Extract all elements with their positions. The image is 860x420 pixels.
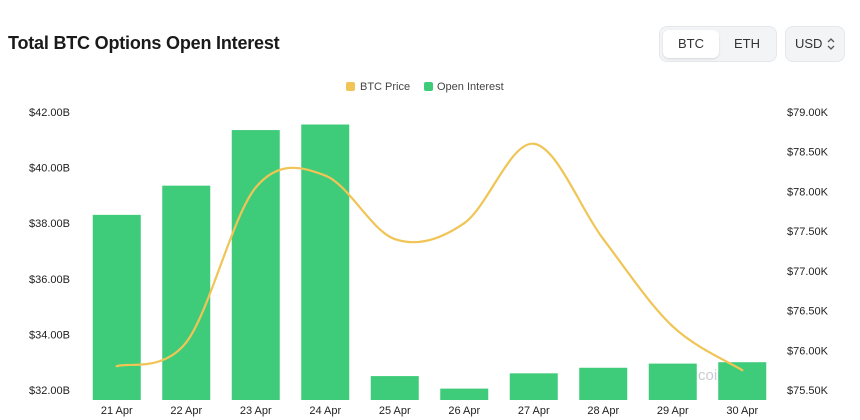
bar-open-interest: [370, 376, 419, 400]
legend: BTC Price Open Interest: [346, 81, 504, 93]
x-tick-label: 30 Apr: [726, 405, 758, 417]
bar-open-interest: [648, 363, 697, 400]
y-left-tick-label: $34.00B: [29, 329, 70, 341]
tab-eth[interactable]: ETH: [734, 36, 760, 51]
bar-open-interest: [509, 373, 558, 400]
point-btc-price: [671, 325, 674, 328]
x-tick-label: 27 Apr: [518, 405, 550, 417]
y-right-tick-label: $78.00K: [787, 186, 829, 198]
y-right-tick-label: $76.50K: [787, 306, 829, 318]
y-left-tick-label: $38.00B: [29, 218, 70, 230]
currency-label: USD: [795, 36, 823, 51]
y-left-tick-label: $42.00B: [29, 107, 70, 119]
y-right-tick-label: $75.50K: [787, 385, 829, 397]
coin-toggle: BTC ETH: [659, 26, 777, 62]
page-title: Total BTC Options Open Interest: [8, 33, 280, 53]
y-right-tick-label: $77.50K: [787, 226, 829, 238]
bar-open-interest: [162, 185, 211, 400]
bar-open-interest: [718, 362, 767, 400]
point-btc-price: [463, 222, 466, 225]
x-tick-label: 25 Apr: [379, 405, 411, 417]
y-left-tick-label: $40.00B: [29, 163, 70, 175]
x-tick-label: 28 Apr: [587, 405, 619, 417]
point-btc-price: [115, 364, 118, 368]
point-btc-price: [532, 142, 535, 145]
currency-select[interactable]: USD: [785, 26, 845, 62]
point-btc-price: [602, 237, 605, 241]
legend-label-open-interest[interactable]: Open Interest: [437, 81, 504, 93]
legend-label-btc-price[interactable]: BTC Price: [360, 81, 410, 93]
bar-open-interest: [440, 388, 489, 400]
bar-open-interest: [579, 367, 628, 400]
y-left-tick-label: $36.00B: [29, 274, 70, 286]
point-btc-price: [393, 237, 396, 241]
x-tick-label: 22 Apr: [170, 405, 202, 417]
point-btc-price: [254, 186, 257, 189]
x-tick-label: 23 Apr: [240, 405, 272, 417]
legend-swatch-open-interest: [424, 82, 433, 91]
tab-btc[interactable]: BTC: [663, 30, 719, 58]
bar-open-interest: [301, 124, 350, 400]
bar-open-interest: [92, 214, 141, 400]
x-tick-label: 24 Apr: [309, 405, 341, 417]
y-right-tick-label: $76.00K: [787, 345, 829, 357]
y-right-tick-label: $78.50K: [787, 147, 829, 159]
x-tick-label: 29 Apr: [657, 405, 689, 417]
point-btc-price: [185, 341, 188, 344]
y-right-tick-label: $77.00K: [787, 266, 829, 278]
x-tick-label: 21 Apr: [101, 405, 133, 417]
bar-open-interest: [231, 130, 280, 400]
y-left-tick-label: $32.00B: [29, 385, 70, 397]
line-btc-price: [116, 142, 743, 372]
x-tick-label: 26 Apr: [448, 405, 480, 417]
y-right-tick-label: $79.00K: [787, 107, 829, 119]
legend-swatch-btc-price: [346, 82, 355, 91]
point-btc-price: [324, 174, 327, 177]
point-btc-price: [741, 368, 744, 372]
chevron-updown-icon: [826, 27, 836, 75]
